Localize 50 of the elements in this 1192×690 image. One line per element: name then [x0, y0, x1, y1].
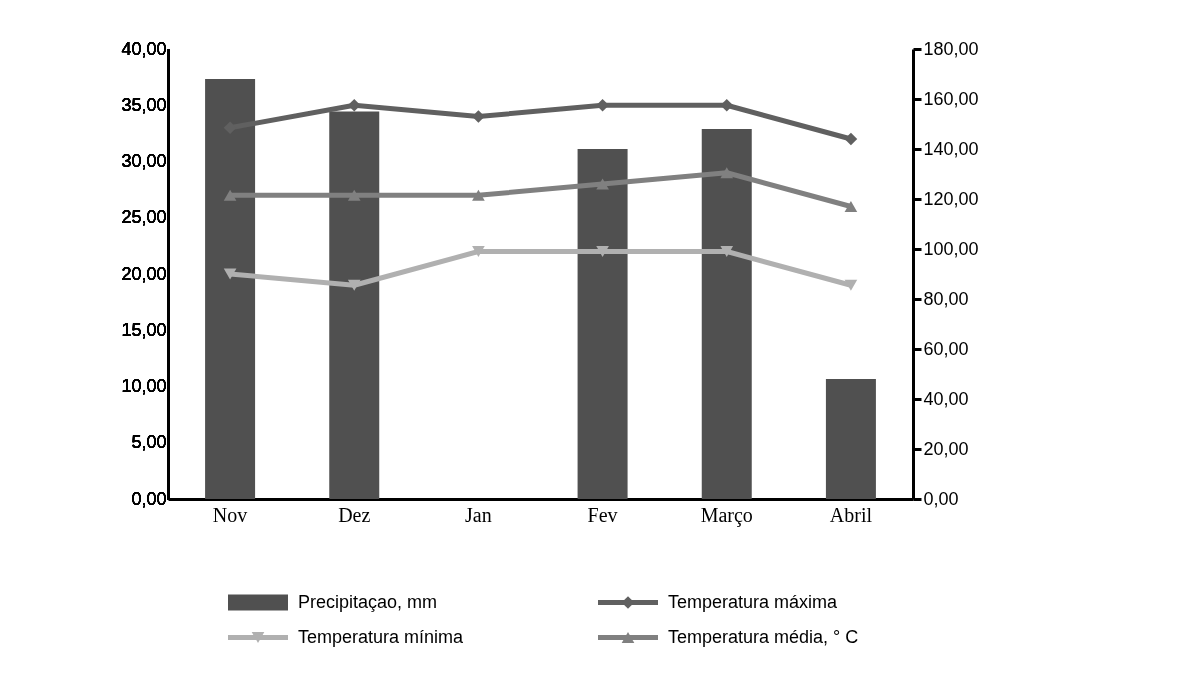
point	[223, 189, 237, 201]
point	[596, 246, 609, 257]
bar	[205, 79, 256, 499]
point	[720, 167, 734, 179]
y2-tick-label: 60,00	[923, 338, 969, 359]
y2-tick-label: 40,00	[923, 388, 969, 409]
point	[223, 268, 237, 280]
legend-label: Precipitaçao, mm	[298, 591, 438, 612]
y-tick-label: 35,00	[121, 94, 167, 115]
y2-tick-label: 100,00	[923, 238, 979, 259]
bar	[825, 379, 876, 499]
bar	[577, 149, 628, 499]
point	[596, 178, 609, 190]
y-tick-label: 20,00	[121, 263, 167, 284]
legend-label: Temperatura mínima	[298, 626, 465, 647]
legend-label: Temperatura média, ° C	[668, 626, 859, 647]
bar	[329, 111, 380, 499]
bar	[701, 129, 752, 499]
y-tick-label: 30,00	[121, 151, 167, 171]
y2-tick-label: 120,00	[923, 188, 979, 209]
point	[844, 132, 858, 146]
legend-label: Temperatura máxima	[668, 591, 839, 612]
point	[347, 279, 361, 291]
y2-tick-label: 140,00	[923, 138, 979, 159]
point	[472, 246, 485, 257]
point	[844, 279, 858, 291]
point	[347, 98, 361, 112]
x-tick-label: Dez	[338, 503, 371, 526]
x-tick-label: Fev	[587, 503, 618, 526]
y-tick-label: 10,00	[121, 376, 167, 396]
point	[472, 189, 485, 201]
y-tick-label: 15,00	[121, 319, 167, 340]
y-tick-label: 0,00	[131, 488, 167, 509]
y-tick-label: 25,00	[121, 207, 167, 228]
y2-tick-label: 80,00	[923, 288, 969, 309]
point	[720, 246, 734, 257]
y2-tick-label: 180,00	[923, 38, 979, 59]
y2-tick-label: 160,00	[923, 88, 979, 109]
y2-tick-label: 20,00	[923, 438, 969, 459]
y2-tick-label: 0,00	[923, 488, 959, 509]
point	[844, 201, 858, 212]
point	[720, 98, 734, 112]
x-tick-label: Abril	[829, 503, 873, 526]
x-tick-label: Nov	[212, 503, 248, 526]
x-tick-label: Jan	[465, 503, 492, 526]
y-tick-label: 5,00	[131, 432, 167, 453]
y-tick-label: 40,00	[121, 38, 167, 59]
point	[596, 98, 609, 112]
point	[347, 189, 361, 201]
x-tick-label: Março	[700, 503, 753, 527]
